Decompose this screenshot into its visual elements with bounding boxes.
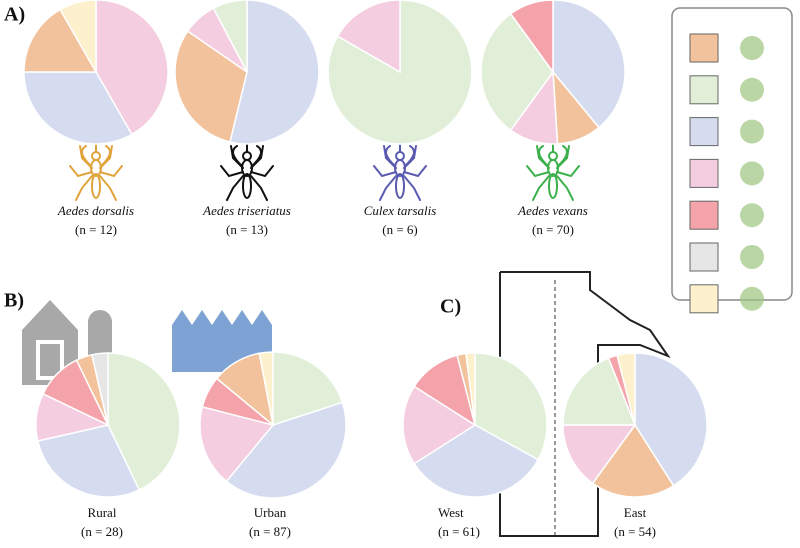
pie-slice [174,30,248,143]
pie-slice [562,424,637,485]
legend-icon [740,245,764,269]
pie-subtitle: (n = 6) [382,222,418,237]
pie-slice [199,405,275,483]
panel-label: A) [4,4,25,26]
pie-slice [413,424,540,498]
pie-subtitle: (n = 87) [249,524,291,539]
pie-subtitle: (n = 70) [532,222,574,237]
legend-swatch [689,75,719,105]
legend-swatch [689,200,719,230]
pie-slice [23,71,133,145]
pie-slice [465,352,476,426]
panel-label: B) [4,290,24,312]
pie-slice [95,0,169,136]
pie-slice [59,0,97,75]
pie-slice [616,352,636,426]
pie-subtitle: (n = 61) [438,524,480,539]
pie-slice [23,8,98,73]
pie-slice [107,352,181,491]
pie-slice [562,357,637,426]
pie-title: Aedes triseriatus [202,203,291,218]
legend-icon [740,203,764,228]
pie-subtitle: (n = 13) [226,222,268,237]
pie-slice [258,351,274,426]
pie-title: Aedes vexans [517,203,588,218]
pie-title: West [438,505,464,520]
pie-slice [225,401,347,499]
legend-swatch [689,158,719,188]
legend-swatch [689,117,719,147]
pie-slice [474,352,548,461]
legend-icon [740,286,764,311]
pie-subtitle: (n = 54) [614,524,656,539]
pie-slice [402,385,477,465]
panel-label: C) [440,296,461,318]
pie-slice [480,12,554,132]
pie-slice [229,0,320,145]
pie-title: Urban [254,505,287,520]
legend-swatch [689,242,719,272]
pie-title: East [624,505,647,520]
legend-icon [740,161,764,186]
pie-subtitle: (n = 12) [75,222,117,237]
pie-title: Culex tarsalis [364,203,437,218]
legend-icon [740,36,764,60]
pie-title: Aedes dorsalis [57,203,134,218]
pie-slice [212,0,248,73]
pie-slice [591,423,675,498]
legend-icon [740,77,764,102]
pie-title: Rural [88,505,117,520]
pie-slice [36,424,141,498]
pie-slice [552,0,626,129]
pie-slice [90,352,109,426]
pie-subtitle: (n = 28) [81,524,123,539]
pie-slice [509,0,554,75]
pie-slice [336,0,401,74]
legend-swatch [689,33,719,63]
legend-swatch [689,284,719,314]
legend-icon [740,119,764,144]
pie-slice [272,351,344,427]
